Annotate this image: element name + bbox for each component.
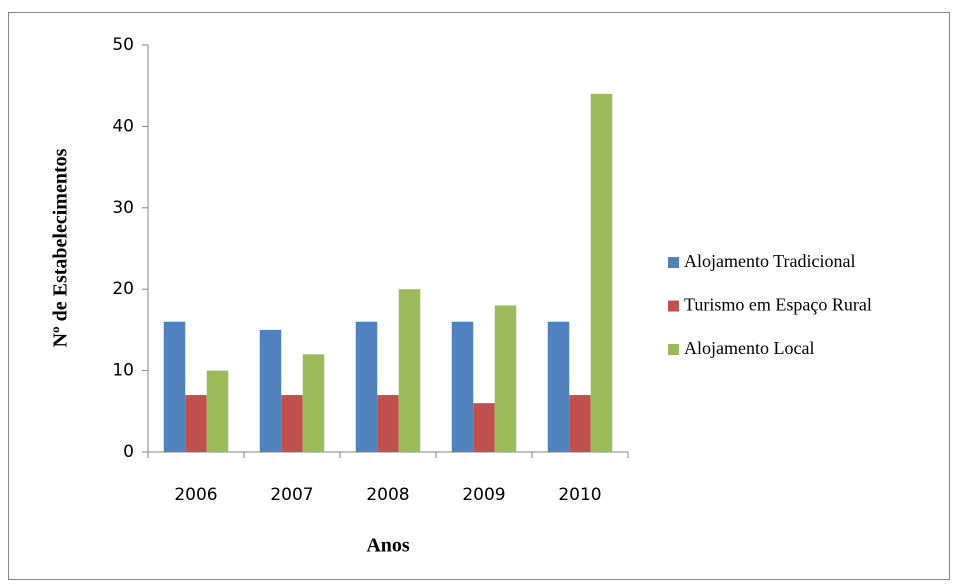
x-tick-label: 2009 [462, 485, 505, 505]
bar [355, 321, 378, 452]
y-axis-label: Nº de Estabelecimentos [50, 148, 72, 347]
bar [206, 370, 229, 452]
bar [281, 395, 303, 452]
bar [163, 321, 186, 452]
y-tick-label: 0 [123, 442, 134, 462]
x-tick-label: 2006 [174, 485, 217, 505]
bar [302, 354, 325, 452]
y-tick-label: 20 [112, 279, 134, 299]
legend-label: Turismo em Espaço Rural [684, 295, 872, 315]
legend-label: Alojamento Tradicional [684, 251, 855, 271]
legend-swatch [668, 300, 679, 312]
x-tick-label: 2010 [558, 485, 601, 505]
bar [494, 305, 517, 452]
y-tick-label: 50 [112, 35, 134, 55]
legend-swatch [668, 344, 679, 355]
y-tick-label: 10 [112, 361, 134, 381]
bar [451, 321, 474, 452]
bar [590, 93, 613, 452]
y-tick-label: 40 [112, 116, 134, 136]
x-axis-label: Anos [366, 535, 410, 557]
bar [398, 289, 421, 452]
bar [259, 329, 282, 452]
bar [569, 395, 591, 452]
bar [185, 395, 207, 452]
y-tick-label: 30 [112, 198, 134, 218]
bar [547, 321, 570, 452]
bar [473, 403, 495, 452]
chart-border [8, 12, 950, 580]
x-tick-label: 2008 [366, 485, 409, 505]
legend-label: Alojamento Local [684, 338, 814, 358]
x-tick-label: 2007 [270, 485, 313, 505]
bar [377, 395, 399, 452]
legend-swatch [668, 257, 679, 268]
